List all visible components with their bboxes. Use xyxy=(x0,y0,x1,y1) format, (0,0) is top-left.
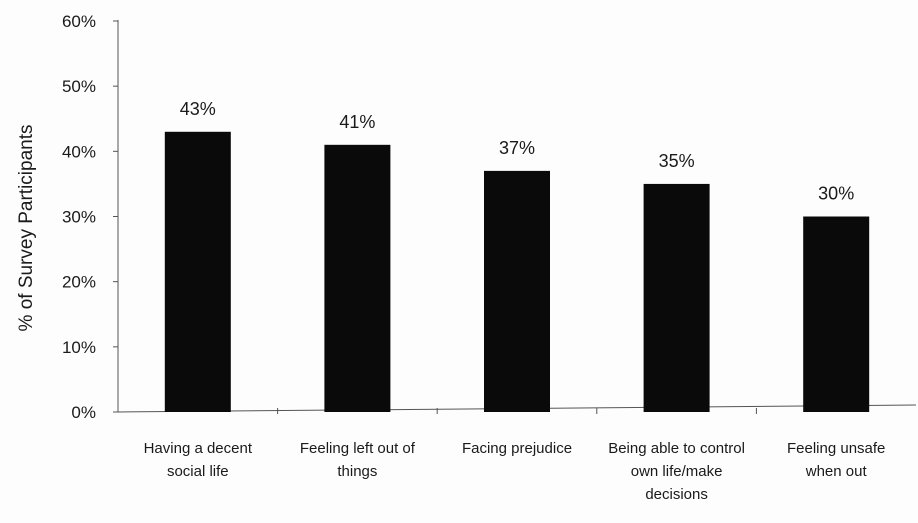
bar xyxy=(324,144,391,413)
bar xyxy=(484,170,550,412)
category-label-line: decisions xyxy=(645,486,708,503)
category-label: Being able to control own life/make decisi… xyxy=(608,440,745,503)
category-labels: Having a decent social life Feeling left o… xyxy=(144,440,886,503)
category-label-line: Having a decent xyxy=(144,440,253,457)
bar xyxy=(643,183,710,412)
y-tick-label: 10% xyxy=(62,338,96,357)
category-label-line: things xyxy=(337,463,377,480)
category-label-line: own life/make xyxy=(631,463,723,480)
category-label-line: social life xyxy=(167,463,229,480)
y-tick-label: 60% xyxy=(62,12,96,31)
y-ticks: 0% 10% 20% 30% 40% 50% 60% xyxy=(62,12,757,422)
data-label: 30% xyxy=(818,184,854,204)
data-label: 35% xyxy=(659,151,695,171)
category-label-line: when out xyxy=(805,463,868,480)
data-label: 43% xyxy=(180,99,216,119)
category-label-line: Feeling left out of xyxy=(300,440,416,457)
data-label: 41% xyxy=(339,112,375,132)
y-tick-label: 30% xyxy=(62,208,96,227)
category-label-line: Facing prejudice xyxy=(462,440,572,457)
data-labels: 43% 41% 37% 35% 30% xyxy=(180,99,854,204)
y-tick-label: 50% xyxy=(62,77,96,96)
category-label-line: Feeling unsafe xyxy=(787,440,885,457)
category-label-line: Being able to control xyxy=(608,440,745,457)
y-tick-label: 40% xyxy=(62,142,96,161)
bar xyxy=(803,216,870,412)
category-label: Feeling left out of things xyxy=(300,440,416,480)
y-axis-title: % of Survey Participants xyxy=(16,125,37,332)
data-label: 37% xyxy=(499,138,535,158)
y-tick-label: 20% xyxy=(62,273,96,292)
category-label: Having a decent social life xyxy=(144,440,253,480)
bars xyxy=(164,131,870,413)
bar xyxy=(164,131,231,413)
y-tick-label: 0% xyxy=(71,403,96,422)
category-label: Facing prejudice xyxy=(462,440,572,457)
category-label: Feeling unsafe when out xyxy=(787,440,885,480)
